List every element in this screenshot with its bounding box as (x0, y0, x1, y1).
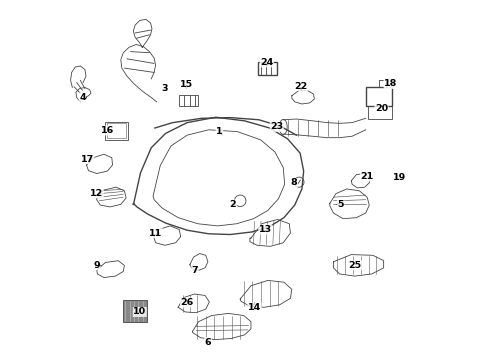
Text: 7: 7 (191, 266, 198, 275)
Bar (365, 87, 391, 107)
Bar (106, 123, 126, 138)
Text: 19: 19 (392, 173, 405, 182)
Bar (105, 122, 127, 140)
Text: 6: 6 (204, 338, 211, 347)
Text: 9: 9 (93, 261, 100, 270)
Text: 15: 15 (180, 81, 193, 90)
Bar (123, 300, 146, 321)
Text: 17: 17 (81, 155, 94, 164)
Text: 11: 11 (149, 229, 162, 238)
Text: 10: 10 (133, 307, 146, 316)
Text: 20: 20 (374, 104, 387, 113)
Text: 14: 14 (247, 303, 261, 312)
Text: 23: 23 (270, 122, 283, 131)
Bar (179, 95, 198, 107)
Text: 1: 1 (216, 127, 222, 136)
Text: 22: 22 (294, 82, 307, 91)
Text: 5: 5 (337, 200, 343, 209)
Text: 18: 18 (384, 80, 397, 89)
Text: 24: 24 (260, 58, 273, 67)
Text: 2: 2 (229, 200, 236, 209)
Text: 21: 21 (360, 172, 373, 181)
Text: 3: 3 (162, 84, 168, 93)
Text: 26: 26 (180, 298, 193, 307)
Text: 16: 16 (101, 126, 114, 135)
Text: 25: 25 (347, 261, 361, 270)
Bar (367, 106, 391, 119)
Text: 13: 13 (258, 225, 271, 234)
Text: 12: 12 (90, 189, 103, 198)
Text: 8: 8 (290, 178, 297, 187)
Text: 4: 4 (79, 93, 85, 102)
Bar (258, 62, 276, 75)
